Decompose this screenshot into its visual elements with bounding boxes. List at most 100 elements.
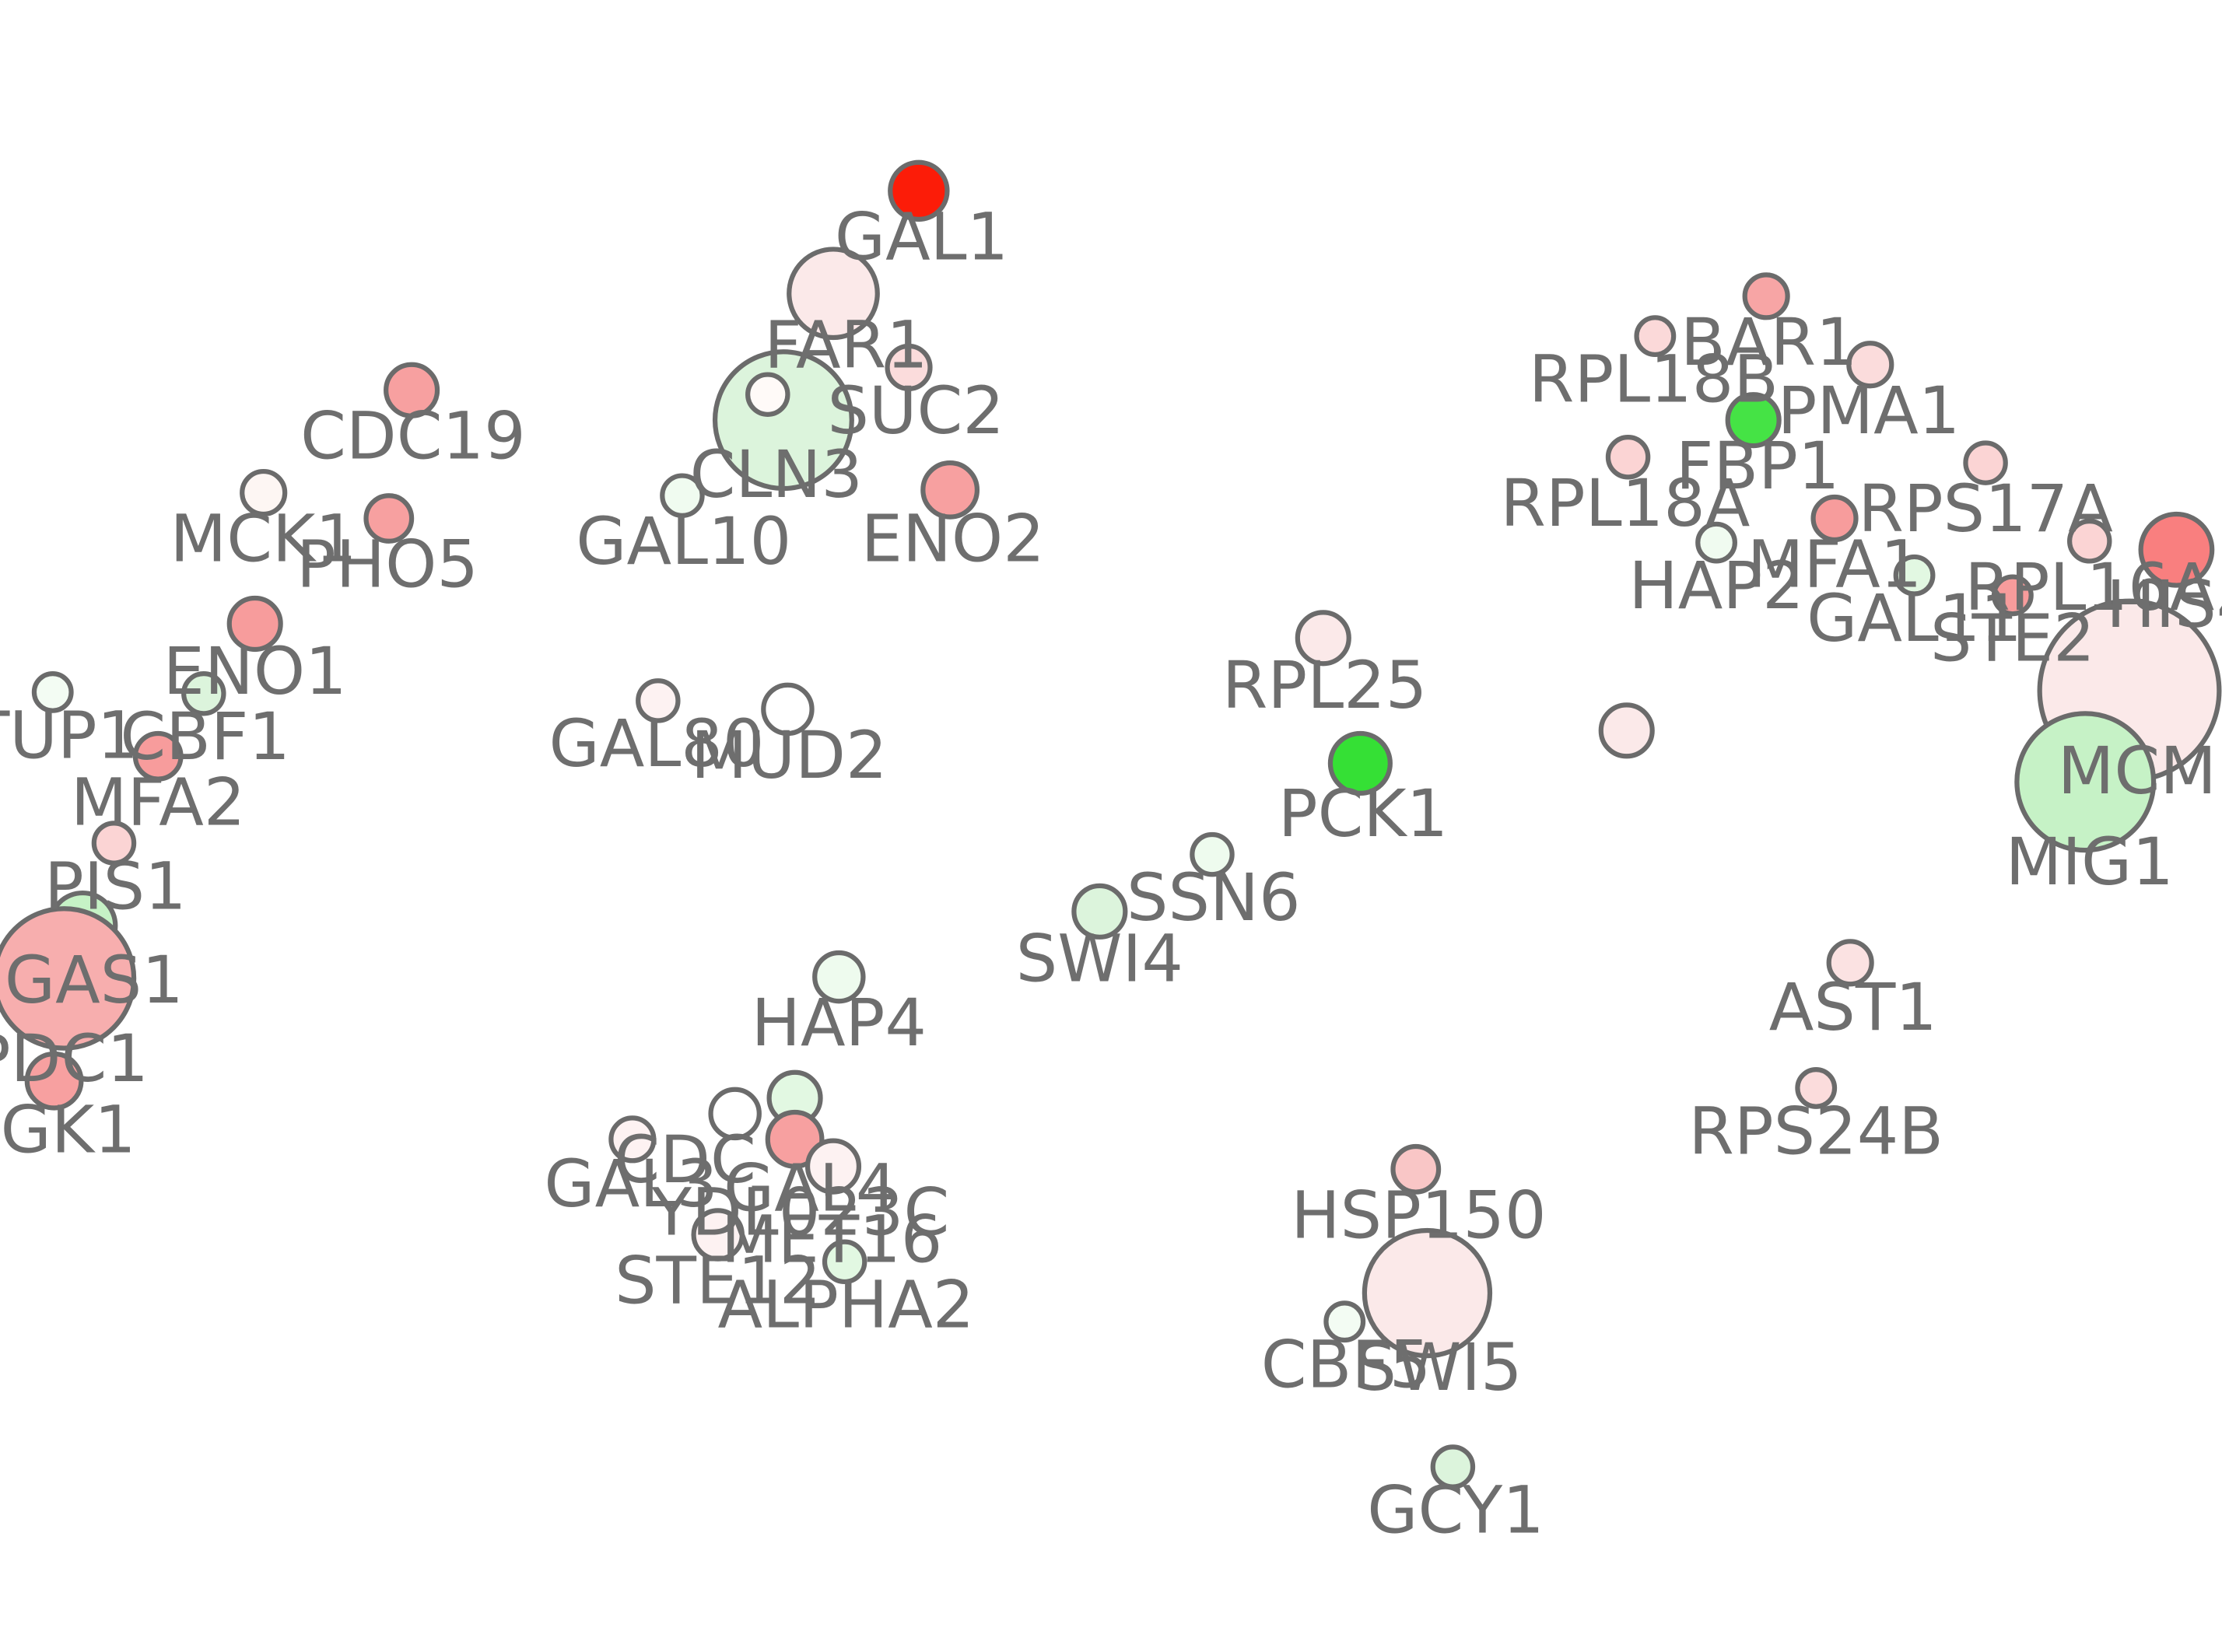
node-circle[interactable] [636,678,681,723]
node-pck1[interactable] [1327,730,1393,796]
node-hap2[interactable] [1695,521,1737,564]
node-pis1[interactable] [91,821,137,866]
node-gal80[interactable] [636,678,681,723]
node-circle[interactable] [822,1239,867,1285]
node-circle[interactable] [226,595,283,653]
node-circle[interactable] [1725,392,1782,449]
node-eno2[interactable] [920,460,980,520]
node-circle[interactable] [812,950,866,1004]
node-far1[interactable] [787,247,880,341]
node-circle[interactable] [1430,1444,1476,1489]
node-circle[interactable] [804,1138,862,1195]
node-gal10[interactable] [660,473,705,518]
node-mud2[interactable] [761,682,815,737]
node-circle[interactable] [0,906,137,1051]
node-circle[interactable] [1810,494,1859,543]
node-circle[interactable] [384,362,440,418]
node-rps17a[interactable] [1963,440,2008,485]
node-ste2[interactable] [1991,574,2034,617]
node-gal4[interactable] [765,1109,825,1169]
node-cbf5[interactable] [1323,1300,1366,1343]
node-circle[interactable] [761,682,815,737]
node-circle[interactable] [1826,939,1874,987]
node-circle[interactable] [2138,511,2215,588]
node-rpl18a[interactable] [1605,435,1651,480]
node-ssn6[interactable] [1190,831,1235,877]
node-tup1[interactable] [31,670,74,713]
node-circle[interactable] [1598,702,1655,759]
node-cdc19[interactable] [384,362,440,418]
node-mfa1[interactable] [1810,494,1859,543]
node-pdc1[interactable] [0,906,137,1051]
node-fbp1[interactable] [1725,392,1782,449]
node-circle[interactable] [1295,610,1351,667]
node-ast1[interactable] [1826,939,1874,987]
node-circle[interactable] [708,1087,762,1141]
node-circle[interactable] [1695,521,1737,564]
node-circle[interactable] [91,821,137,866]
node-rpl18b[interactable] [1634,315,1677,358]
node-circle[interactable] [660,473,705,518]
node-circle[interactable] [31,670,74,713]
node-circle[interactable] [240,468,288,517]
node-ast1_src[interactable] [1598,702,1655,759]
node-pho5[interactable] [363,493,415,544]
node-suc2[interactable] [885,343,933,391]
node-circle[interactable] [1893,554,1936,597]
node-circle[interactable] [1991,574,2034,617]
node-rpl16a[interactable] [2066,519,2112,564]
node-circle[interactable] [1071,883,1128,940]
node-rpl25[interactable] [1295,610,1351,667]
node-circle[interactable] [181,670,226,716]
node-circle[interactable] [885,343,933,391]
node-mig1[interactable] [2014,711,2157,853]
node-gcy1[interactable] [1430,1444,1476,1489]
node-circle[interactable] [2014,711,2157,853]
node-pgk1[interactable] [24,1051,84,1111]
node-circle[interactable] [363,493,415,544]
node-circle[interactable] [888,159,950,222]
node-circle[interactable] [1190,831,1235,877]
node-circle[interactable] [1323,1300,1366,1343]
node-swi5[interactable] [1362,1227,1493,1359]
node-gal3[interactable] [608,1115,657,1164]
node-label-ste2: STE2 [1930,600,2095,677]
node-hsp150[interactable] [1390,1143,1442,1195]
node-gal1[interactable] [888,159,950,222]
node-alpha2[interactable] [822,1239,867,1285]
node-eno1[interactable] [226,595,283,653]
node-circle[interactable] [132,730,184,782]
node-circle[interactable] [1846,341,1894,389]
node-circle[interactable] [608,1115,657,1164]
node-mck1[interactable] [240,468,288,517]
node-mfa2[interactable] [132,730,184,782]
node-circle[interactable] [1362,1227,1493,1359]
node-gal11[interactable] [1893,554,1936,597]
node-circle[interactable] [1634,315,1677,358]
node-circle[interactable] [765,1109,825,1169]
node-circle[interactable] [787,247,880,341]
node-ste12[interactable] [691,1208,745,1262]
node-circle[interactable] [920,460,980,520]
node-bar1[interactable] [1742,272,1790,320]
node-circle[interactable] [1795,1066,1838,1109]
node-his4[interactable] [2138,511,2215,588]
node-circle[interactable] [1963,440,2008,485]
node-circle[interactable] [1390,1143,1442,1195]
node-circle[interactable] [1327,730,1393,796]
node-cbf1[interactable] [181,670,226,716]
node-pma1[interactable] [1846,341,1894,389]
node-circle[interactable] [24,1051,84,1111]
node-ydl023c[interactable] [804,1138,862,1195]
node-circle[interactable] [745,372,790,417]
node-circle[interactable] [1742,272,1790,320]
node-circle[interactable] [691,1208,745,1262]
node-cdc_hidden[interactable] [708,1087,762,1141]
node-rps24b[interactable] [1795,1066,1838,1109]
node-circle[interactable] [2066,519,2112,564]
node-hap4[interactable] [812,950,866,1004]
node-swi4[interactable] [1071,883,1128,940]
node-label-suc2: SUC2 [827,373,1004,449]
node-cln3_inner[interactable] [745,372,790,417]
node-circle[interactable] [1605,435,1651,480]
